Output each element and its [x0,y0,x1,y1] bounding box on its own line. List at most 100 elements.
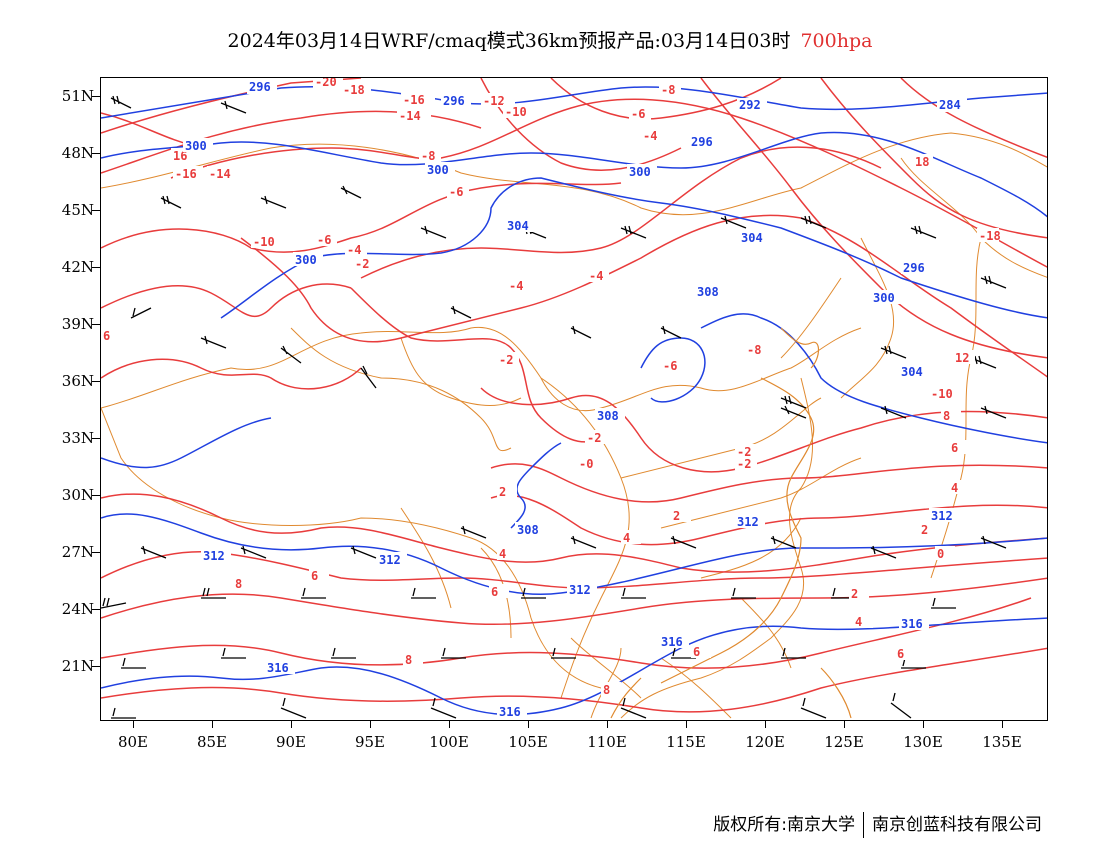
svg-text:-16: -16 [175,167,197,181]
svg-text:-14: -14 [209,167,231,181]
lon-label-90e: 90E [275,733,307,751]
svg-text:316: 316 [499,705,521,719]
svg-text:296: 296 [691,135,713,149]
lat-label-51n: 51N [61,87,94,105]
svg-text:2: 2 [921,523,928,537]
lon-label-110e: 110E [587,733,627,751]
lon-tick [449,721,450,728]
svg-text:2: 2 [673,509,680,523]
lon-tick [923,721,924,728]
svg-text:308: 308 [517,523,539,537]
lat-label-30n: 30N [61,486,94,504]
lon-tick [686,721,687,728]
svg-text:8: 8 [603,683,610,697]
lon-label-135e: 135E [982,733,1022,751]
lat-label-33n: 33N [61,429,94,447]
lat-label-48n: 48N [61,144,94,162]
lat-tick [92,267,100,268]
lat-tick [92,495,100,496]
lon-label-120e: 120E [745,733,785,751]
lon-tick [765,721,766,728]
svg-text:308: 308 [597,409,619,423]
svg-text:300: 300 [295,253,317,267]
lat-label-39n: 39N [61,315,94,333]
svg-text:-10: -10 [505,105,527,119]
svg-text:316: 316 [901,617,923,631]
svg-text:-6: -6 [631,107,645,121]
lat-tick [92,609,100,610]
svg-text:304: 304 [741,231,763,245]
svg-text:304: 304 [507,219,529,233]
lon-label-100e: 100E [429,733,469,751]
lon-tick [133,721,134,728]
lon-tick [212,721,213,728]
title-main: 2024年03月14日WRF/cmaq模式36km预报产品:03月14日03时 [227,30,791,52]
svg-text:284: 284 [939,98,961,112]
svg-text:-6: -6 [663,359,677,373]
lat-tick [92,96,100,97]
svg-text:312: 312 [569,583,591,597]
svg-text:300: 300 [873,291,895,305]
svg-text:296: 296 [443,94,465,108]
lat-label-45n: 45N [61,201,94,219]
lon-label-85e: 85E [196,733,228,751]
svg-text:-18: -18 [343,83,365,97]
svg-text:-10: -10 [253,235,275,249]
lon-tick [607,721,608,728]
svg-text:-12: -12 [483,94,505,108]
svg-text:6: 6 [311,569,318,583]
svg-text:-4: -4 [643,129,657,143]
lat-tick [92,210,100,211]
svg-text:-2: -2 [587,431,601,445]
svg-text:-14: -14 [399,109,421,123]
svg-text:12: 12 [955,351,969,365]
lon-label-130e: 130E [903,733,943,751]
lon-tick [291,721,292,728]
svg-text:-2: -2 [737,457,751,471]
svg-text:6: 6 [951,441,958,455]
svg-text:-10: -10 [931,387,953,401]
svg-text:312: 312 [931,509,953,523]
lon-tick [528,721,529,728]
svg-text:4: 4 [951,481,958,495]
lat-tick [92,552,100,553]
svg-text:4: 4 [623,531,630,545]
lat-tick [92,438,100,439]
svg-text:308: 308 [697,285,719,299]
height-labels: 296 296 292 284 300 300 296 300 304 300 … [183,80,967,719]
svg-text:296: 296 [249,80,271,94]
copyright-owner: 版权所有:南京大学 [713,815,855,835]
svg-text:-4: -4 [347,243,361,257]
lat-label-24n: 24N [61,600,94,618]
lon-label-80e: 80E [117,733,149,751]
svg-text:-18: -18 [979,229,1001,243]
lat-label-21n: 21N [61,657,94,675]
lon-label-115e: 115E [666,733,706,751]
svg-text:4: 4 [499,547,506,561]
svg-text:304: 304 [901,365,923,379]
svg-text:-20: -20 [315,78,337,89]
lon-tick [1002,721,1003,728]
svg-text:-6: -6 [449,185,463,199]
svg-text:8: 8 [405,653,412,667]
svg-text:-2: -2 [499,353,513,367]
svg-text:6: 6 [103,329,110,343]
map-panel: -20 -18 -14 -16 -12 -10 -8 -6 -4 16 -16 … [100,77,1048,721]
svg-text:316: 316 [267,661,289,675]
svg-text:-4: -4 [509,279,523,293]
svg-text:-6: -6 [317,233,331,247]
svg-text:-0: -0 [579,457,593,471]
svg-text:-2: -2 [355,257,369,271]
weather-map: -20 -18 -14 -16 -12 -10 -8 -6 -4 16 -16 … [101,78,1047,719]
lat-tick [92,324,100,325]
svg-text:292: 292 [739,98,761,112]
svg-text:300: 300 [629,165,651,179]
coastline [610,327,852,719]
svg-text:316: 316 [661,635,683,649]
pressure-level: 700hpa [800,30,873,52]
copyright-company: 南京创蓝科技有限公司 [872,815,1042,835]
lon-label-125e: 125E [824,733,864,751]
svg-text:-8: -8 [747,343,761,357]
copyright-notice: 版权所有:南京大学 南京创蓝科技有限公司 [713,810,1042,838]
svg-text:16: 16 [173,149,187,163]
